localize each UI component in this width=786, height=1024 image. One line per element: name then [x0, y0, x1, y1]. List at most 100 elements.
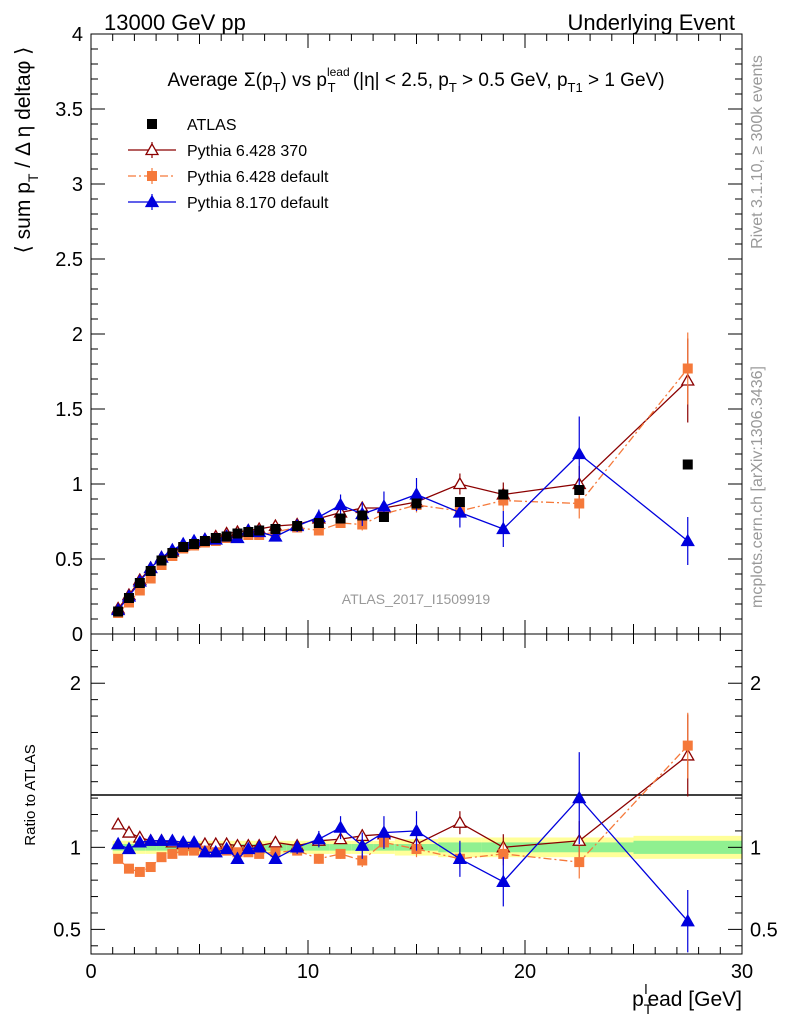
- data-point: [333, 820, 348, 833]
- data-point: [156, 555, 167, 566]
- data-point: [232, 528, 243, 539]
- y-tick-label: 3: [72, 174, 83, 196]
- data-point: [313, 518, 324, 528]
- data-point: [123, 593, 134, 603]
- legend-item: ATLAS: [147, 117, 237, 134]
- data-point: [268, 529, 283, 542]
- data-point: [357, 855, 368, 866]
- data-point: [210, 533, 221, 543]
- data-point: [134, 585, 145, 596]
- legend: ATLAS Pythia 6.428 370 Pythia 6.428 defaul…: [128, 117, 329, 212]
- data-point: [121, 841, 137, 855]
- rivet-label: Rivet 3.1.10, ≥ 300k events: [749, 55, 766, 249]
- data-point: [270, 524, 281, 534]
- data-point: [498, 489, 509, 500]
- data-point: [219, 841, 234, 855]
- legend-label: Pythia 8.170 default: [187, 195, 329, 212]
- main-series: [111, 332, 695, 618]
- data-point: [189, 845, 200, 856]
- data-point: [143, 833, 158, 846]
- data-point: [111, 836, 126, 850]
- legend-marker: [144, 142, 160, 156]
- data-point: [290, 840, 305, 853]
- data-point: [241, 841, 256, 855]
- data-point: [680, 913, 695, 927]
- data-point: [134, 866, 145, 877]
- data-point: [134, 578, 145, 588]
- y-tick-label: 3.5: [55, 99, 83, 121]
- data-point: [113, 606, 124, 617]
- data-point: [145, 862, 156, 873]
- data-point: [333, 497, 348, 511]
- y-tick-label: 0.5: [55, 549, 83, 571]
- legend-label: ATLAS: [187, 117, 237, 134]
- series-pythia-8-170-default: [111, 752, 695, 953]
- ratio-y-tick-label-right: 2: [750, 673, 761, 695]
- data-point: [167, 848, 178, 859]
- data-point: [574, 485, 585, 495]
- series-line: [117, 453, 689, 611]
- data-point: [123, 863, 134, 874]
- y-tick-label: 4: [72, 24, 83, 46]
- data-point: [254, 848, 265, 859]
- main-ylabel: ⟨ sum pT / Δ η deltaφ ⟩: [12, 47, 41, 254]
- ratio-y-tick-label: 0.5: [53, 919, 81, 941]
- data-point: [376, 499, 392, 512]
- y-tick-label: 1.5: [55, 399, 83, 421]
- main-ticks: 0 0.5 1 1.5 2 2.5 3 3.5 4: [55, 24, 743, 646]
- ratio-y-tick-label: 1: [70, 837, 81, 859]
- data-point: [452, 815, 468, 828]
- header-left: 13000 GeV pp: [104, 10, 246, 35]
- ratio-ylabel: Ratio to ATLAS: [22, 744, 39, 845]
- data-point: [252, 840, 267, 853]
- data-point: [572, 790, 587, 804]
- data-point: [132, 835, 147, 848]
- data-point: [113, 853, 124, 864]
- data-point: [378, 512, 389, 522]
- series-pythia-8-170-default: [111, 416, 695, 616]
- data-point: [268, 835, 283, 848]
- data-point: [176, 835, 191, 848]
- data-point: [243, 527, 254, 537]
- data-point: [355, 838, 370, 851]
- stat-uncertainty-band: [329, 844, 352, 851]
- ratio-series: [111, 712, 695, 953]
- data-point: [376, 825, 392, 838]
- data-point: [111, 817, 126, 830]
- data-point: [145, 573, 156, 584]
- data-point: [498, 495, 509, 506]
- data-point: [452, 505, 468, 518]
- data-point: [409, 823, 424, 837]
- legend-marker: [147, 171, 157, 181]
- data-point: [411, 498, 422, 509]
- x-tick-label: 0: [85, 961, 96, 983]
- ratio-y-tick-label-right: 1: [750, 837, 761, 859]
- watermark: ATLAS_2017_I1509919: [342, 591, 491, 607]
- data-point: [454, 497, 465, 507]
- data-point: [357, 510, 368, 521]
- legend-item: Pythia 6.428 370: [128, 142, 307, 160]
- stat-uncertainty-band: [145, 844, 157, 851]
- data-point: [254, 525, 265, 536]
- legend-label: Pythia 6.428 370: [187, 143, 307, 160]
- data-point: [574, 498, 585, 509]
- data-point: [221, 531, 232, 542]
- series-line: [117, 380, 689, 609]
- data-point: [167, 548, 178, 558]
- y-tick-label: 0: [72, 624, 83, 646]
- ratio-y-tick-label: 2: [70, 673, 81, 695]
- data-point: [682, 740, 693, 751]
- data-point: [145, 566, 156, 576]
- data-point: [335, 848, 346, 859]
- series-line: [117, 368, 689, 614]
- y-tick-label: 2.5: [55, 249, 83, 271]
- data-point: [186, 835, 202, 848]
- data-point: [208, 844, 223, 858]
- series-line: [117, 754, 689, 848]
- data-point: [498, 848, 509, 859]
- stat-uncertainty-band: [156, 844, 167, 851]
- y-tick-label: 2: [72, 324, 83, 346]
- data-point: [313, 525, 324, 536]
- data-point: [313, 853, 324, 864]
